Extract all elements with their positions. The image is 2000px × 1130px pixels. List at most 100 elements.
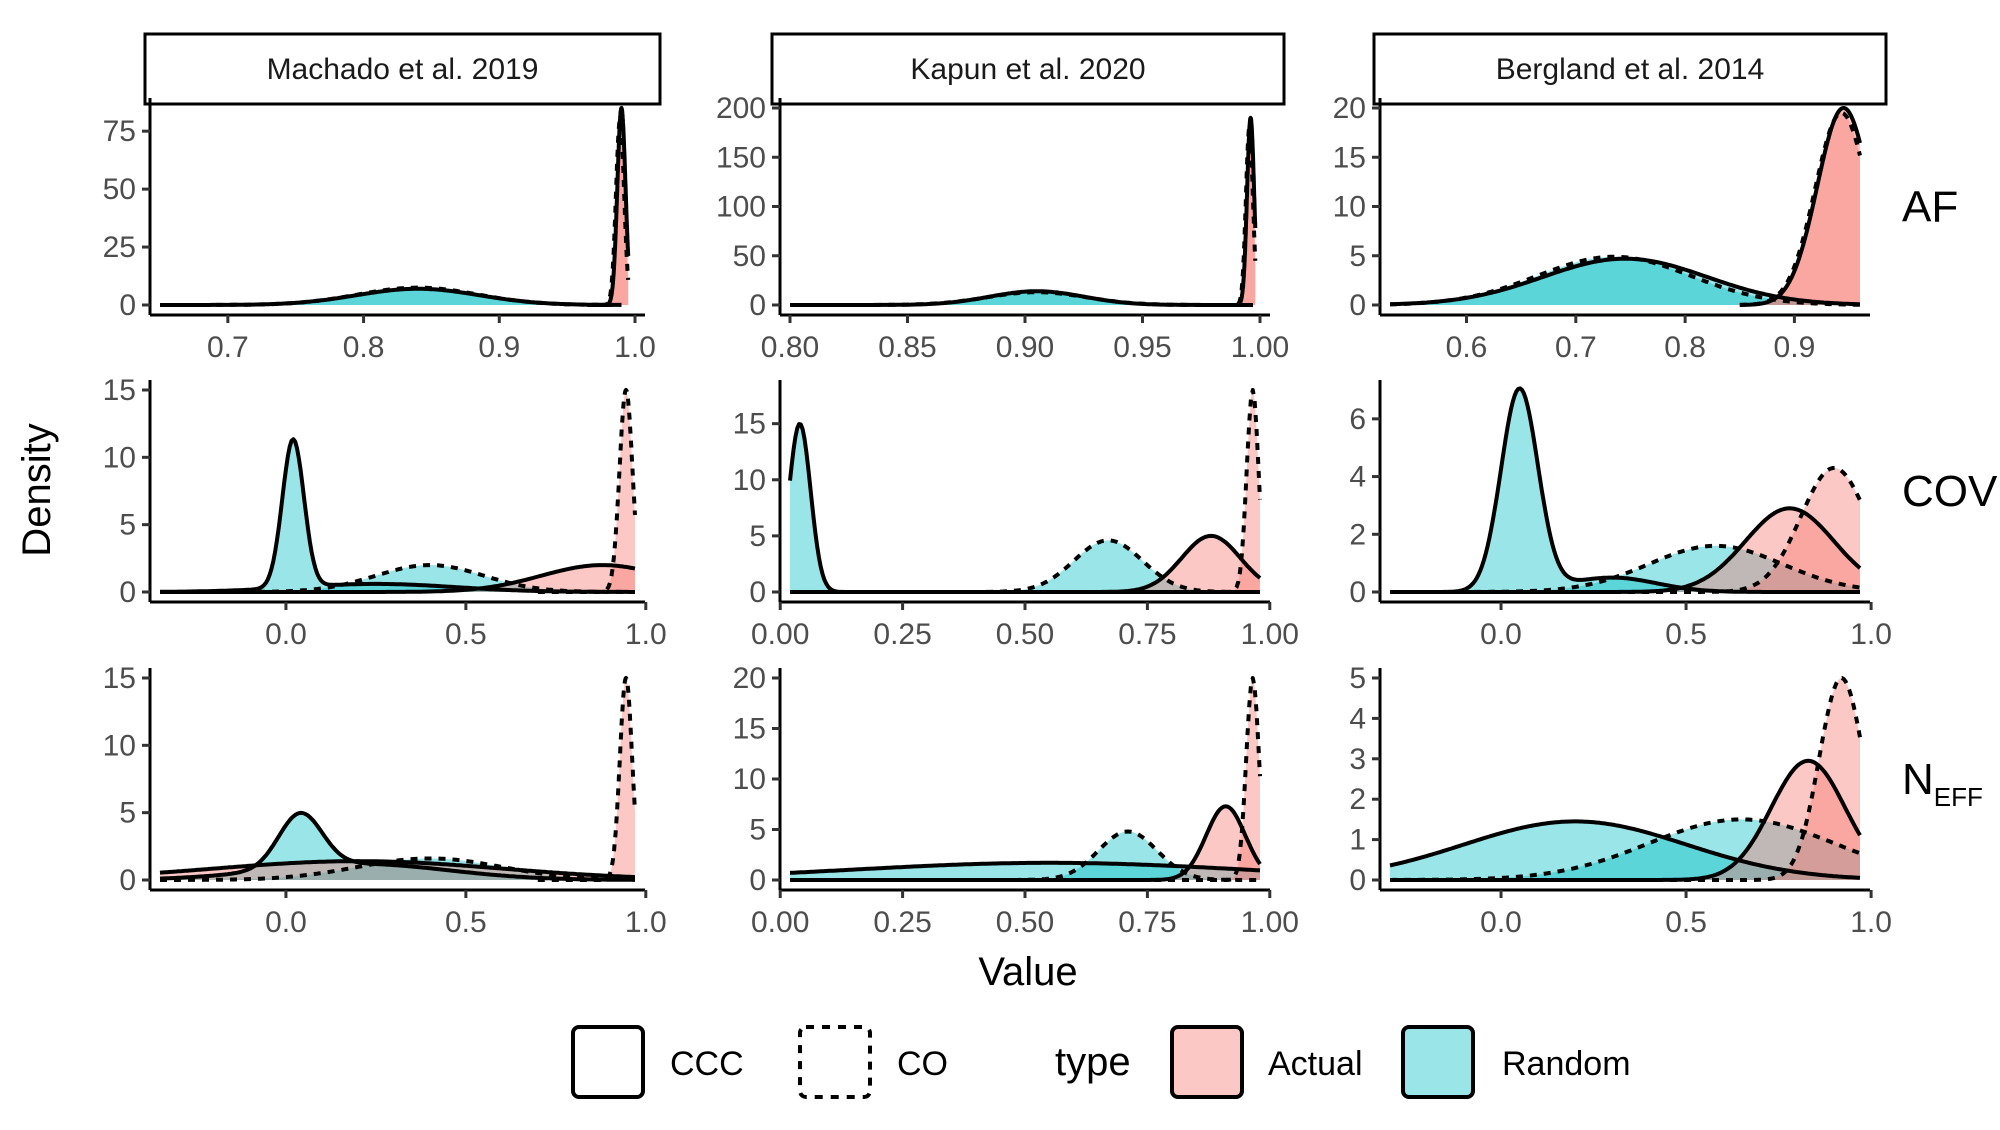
density-area-actual-co <box>1390 678 1860 880</box>
y-tick-label: 10 <box>103 441 136 474</box>
density-line-random-co <box>1389 817 1861 882</box>
x-tick-label: 1.0 <box>614 331 656 364</box>
x-tick-label: 0.0 <box>1480 906 1522 939</box>
y-tick-label: 0 <box>1349 576 1366 609</box>
density-lines <box>1389 106 1862 307</box>
legend-title-type: type <box>1055 1040 1131 1084</box>
density-line-actual-ccc <box>159 859 636 879</box>
y-tick-label: 200 <box>716 92 766 125</box>
y-tick-label: 0 <box>1349 289 1366 322</box>
density-lines <box>789 115 1258 307</box>
density-area-random-co <box>1390 256 1860 305</box>
density-area-actual-ccc <box>790 535 1260 592</box>
density-area-actual-ccc <box>587 108 629 305</box>
y-tick-label: 0 <box>119 576 136 609</box>
x-tick-label: 0.5 <box>1665 618 1707 651</box>
density-lines <box>159 388 637 594</box>
x-tick-label: 0.75 <box>1118 618 1176 651</box>
facet-strip-kapun-et-al-2020: Kapun et al. 2020 <box>770 32 1286 106</box>
x-tick-label: 0.0 <box>1480 618 1522 651</box>
density-line-random-co <box>159 285 622 307</box>
y-tick-label: 5 <box>1349 662 1366 695</box>
y-tick-label: 20 <box>733 662 766 695</box>
density-area-random-co <box>1390 545 1860 592</box>
density-lines <box>1389 676 1862 882</box>
y-tick-label: 75 <box>103 115 136 148</box>
density-line-actual-co <box>1389 676 1862 882</box>
density-line-actual-co <box>536 676 637 882</box>
density-line-actual-ccc <box>1389 758 1862 882</box>
y-tick-label: 100 <box>716 191 766 224</box>
density-areas <box>1390 388 1860 592</box>
facet-row-label: COV <box>1902 467 1998 516</box>
density-line-actual-ccc <box>789 804 1262 882</box>
y-tick-label: 0 <box>119 289 136 322</box>
y-tick-label: 4 <box>1349 702 1366 735</box>
density-lines <box>1389 386 1862 594</box>
density-line-random-ccc <box>1389 386 1861 594</box>
x-tick-label: 1.0 <box>1850 906 1892 939</box>
y-tick-label: 10 <box>103 729 136 762</box>
density-areas <box>1390 678 1860 880</box>
y-axis-title: Density <box>15 423 59 556</box>
density-line-random-ccc <box>789 860 1261 875</box>
facet-strip-machado-et-al-2019: Machado et al. 2019 <box>143 32 662 106</box>
density-line-random-co <box>159 563 636 594</box>
facet-row-label: AF <box>1902 183 1958 232</box>
density-areas <box>790 390 1260 592</box>
y-tick-label: 5 <box>119 509 136 542</box>
density-line-actual-ccc <box>789 533 1262 594</box>
density-area-random-co <box>790 540 1260 592</box>
x-tick-label: 0.90 <box>996 331 1054 364</box>
y-tick-label: 25 <box>103 231 136 264</box>
panel-bergland-et-al-2014-af: 0.6 0.7 0.8 0.9 0 5 10 15 20 <box>1333 92 1870 364</box>
panel-machado-et-al-2019-af: 0.7 0.8 0.9 1.0 0 25 50 75 <box>103 98 656 364</box>
y-tick-label: 6 <box>1349 403 1366 436</box>
density-area-actual-ccc <box>1224 117 1256 306</box>
legend-key-actual <box>1170 1025 1244 1099</box>
density-line-actual-ccc <box>1389 506 1862 594</box>
panel-kapun-et-al-2020-af: 0.80 0.85 0.90 0.95 1.00 0 50 100 150 200 <box>716 92 1289 364</box>
x-tick-label: 0.8 <box>1664 331 1706 364</box>
y-tick-label: 1 <box>1349 824 1366 857</box>
density-lines <box>788 388 1262 594</box>
x-tick-label: 0.00 <box>751 618 809 651</box>
x-tick-label: 0.0 <box>265 906 307 939</box>
density-area-actual-ccc <box>1390 508 1860 592</box>
density-area-random-co <box>160 565 635 592</box>
x-tick-label: 0.9 <box>478 331 520 364</box>
density-area-actual-ccc <box>790 806 1260 880</box>
density-line-actual-co <box>1222 125 1258 307</box>
density-area-actual-co <box>587 119 629 305</box>
panel-bergland-et-al-2014-cov: 0.0 0.5 1.0 0 2 4 6 <box>1349 380 1892 651</box>
y-tick-label: 3 <box>1349 743 1366 776</box>
x-tick-label: 0.25 <box>873 618 931 651</box>
legend-key-co <box>798 1025 872 1099</box>
x-tick-label: 0.50 <box>996 906 1054 939</box>
y-tick-label: 20 <box>1333 92 1366 125</box>
y-tick-label: 15 <box>733 408 766 441</box>
y-tick-label: 5 <box>119 797 136 830</box>
x-tick-label: 0.25 <box>873 906 931 939</box>
facet-row-label: NEFF <box>1902 755 1983 812</box>
density-line-actual-co <box>1738 110 1862 307</box>
x-tick-label: 0.5 <box>1665 906 1707 939</box>
density-area-actual-co <box>1390 467 1860 592</box>
x-tick-label: 1.0 <box>1850 618 1892 651</box>
panel-machado-et-al-2019-n-eff: 0.0 0.5 1.0 0 5 10 15 <box>103 662 667 939</box>
density-lines <box>159 676 637 882</box>
x-tick-label: 0.9 <box>1774 331 1816 364</box>
density-line-random-ccc <box>789 289 1254 307</box>
y-tick-label: 0 <box>749 864 766 897</box>
density-areas <box>790 678 1260 880</box>
x-tick-label: 1.0 <box>625 906 667 939</box>
panel-kapun-et-al-2020-cov: 0.00 0.25 0.50 0.75 1.00 0 5 10 15 <box>733 380 1299 651</box>
legend-label-random: Random <box>1502 1045 1631 1083</box>
x-tick-label: 1.00 <box>1241 906 1299 939</box>
x-tick-label: 1.0 <box>625 618 667 651</box>
facet-strip-bergland-et-al-2014: Bergland et al. 2014 <box>1372 32 1888 106</box>
x-tick-label: 0.6 <box>1446 331 1488 364</box>
density-area-actual-ccc <box>160 565 635 592</box>
density-area-actual-co <box>1739 112 1860 306</box>
